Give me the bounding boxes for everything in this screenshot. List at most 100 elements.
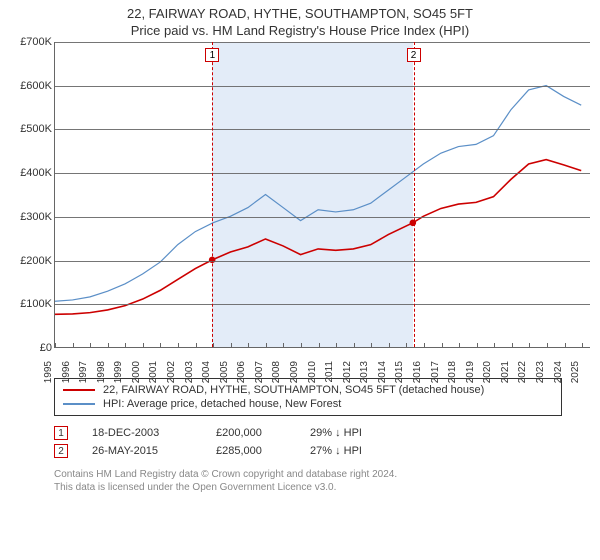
x-tick-label: 1999 xyxy=(113,361,124,383)
x-tick-mark xyxy=(266,343,267,347)
y-tick-label: £700K xyxy=(20,36,52,48)
x-tick-label: 2010 xyxy=(306,361,317,383)
gridline xyxy=(55,129,590,130)
x-tick-label: 2014 xyxy=(377,361,388,383)
x-tick-label: 2005 xyxy=(219,361,230,383)
x-tick-label: 2003 xyxy=(183,361,194,383)
legend-swatch xyxy=(63,403,95,405)
gridline xyxy=(55,261,590,262)
plot-area: 12 xyxy=(54,42,590,348)
x-tick-label: 1998 xyxy=(96,361,107,383)
x-tick-label: 2012 xyxy=(342,361,353,383)
x-tick-mark xyxy=(459,343,460,347)
y-tick-label: £300K xyxy=(20,211,52,223)
x-tick-mark xyxy=(178,343,179,347)
x-tick-label: 2011 xyxy=(324,361,335,383)
transaction-marker: 1 xyxy=(205,48,219,62)
y-tick-label: £100K xyxy=(20,298,52,310)
x-tick-mark xyxy=(582,343,583,347)
x-tick-label: 2004 xyxy=(201,361,212,383)
x-tick-mark xyxy=(301,343,302,347)
x-tick-label: 2020 xyxy=(482,361,493,383)
transaction-price: £285,000 xyxy=(216,445,286,457)
x-tick-label: 2017 xyxy=(429,361,440,383)
transaction-row: 1 18-DEC-2003 £200,000 29% ↓ HPI xyxy=(54,424,562,442)
x-tick-label: 2022 xyxy=(517,361,528,383)
x-tick-mark xyxy=(354,343,355,347)
x-tick-mark xyxy=(424,343,425,347)
footer: Contains HM Land Registry data © Crown c… xyxy=(54,468,562,494)
transaction-date: 26-MAY-2015 xyxy=(92,445,192,457)
x-tick-label: 2019 xyxy=(465,361,476,383)
x-tick-label: 2018 xyxy=(447,361,458,383)
transaction-delta: 27% ↓ HPI xyxy=(310,445,362,457)
x-tick-mark xyxy=(565,343,566,347)
x-tick-mark xyxy=(389,343,390,347)
transactions-table: 1 18-DEC-2003 £200,000 29% ↓ HPI 2 26-MAY-201… xyxy=(54,424,562,460)
x-tick-mark xyxy=(55,343,56,347)
legend: 22, FAIRWAY ROAD, HYTHE, SOUTHAMPTON, SO… xyxy=(54,378,562,416)
legend-label: 22, FAIRWAY ROAD, HYTHE, SOUTHAMPTON, SO… xyxy=(103,384,484,396)
x-tick-mark xyxy=(319,343,320,347)
y-tick-label: £200K xyxy=(20,255,52,267)
transaction-date: 18-DEC-2003 xyxy=(92,427,192,439)
transaction-marker: 2 xyxy=(407,48,421,62)
gridline xyxy=(55,42,590,43)
gridline xyxy=(55,173,590,174)
legend-swatch xyxy=(63,389,95,391)
transaction-marker: 2 xyxy=(54,444,68,458)
x-tick-mark xyxy=(442,343,443,347)
x-tick-mark xyxy=(512,343,513,347)
x-tick-mark xyxy=(406,343,407,347)
x-tick-label: 2000 xyxy=(131,361,142,383)
x-tick-label: 2009 xyxy=(289,361,300,383)
page-title: 22, FAIRWAY ROAD, HYTHE, SOUTHAMPTON, SO… xyxy=(0,6,600,21)
transaction-vline xyxy=(212,42,213,347)
x-tick-label: 2023 xyxy=(535,361,546,383)
x-tick-label: 2021 xyxy=(500,361,511,383)
y-tick-label: £600K xyxy=(20,80,52,92)
x-tick-label: 2002 xyxy=(166,361,177,383)
gridline xyxy=(55,217,590,218)
page-subtitle: Price paid vs. HM Land Registry's House … xyxy=(0,23,600,38)
transaction-price: £200,000 xyxy=(216,427,286,439)
x-tick-label: 2025 xyxy=(570,361,581,383)
x-axis: 1995199619971998199920002001200220032004… xyxy=(54,348,590,372)
x-tick-label: 2007 xyxy=(254,361,265,383)
gridline xyxy=(55,304,590,305)
x-tick-mark xyxy=(231,343,232,347)
x-tick-mark xyxy=(143,343,144,347)
x-tick-mark xyxy=(336,343,337,347)
x-tick-label: 2001 xyxy=(148,361,159,383)
x-tick-mark xyxy=(529,343,530,347)
x-tick-label: 2024 xyxy=(553,361,564,383)
x-tick-mark xyxy=(248,343,249,347)
x-tick-mark xyxy=(283,343,284,347)
footer-line: Contains HM Land Registry data © Crown c… xyxy=(54,468,562,481)
y-tick-label: £400K xyxy=(20,167,52,179)
x-tick-label: 2016 xyxy=(412,361,423,383)
x-tick-mark xyxy=(371,343,372,347)
legend-item: 22, FAIRWAY ROAD, HYTHE, SOUTHAMPTON, SO… xyxy=(63,383,553,397)
price-chart: £0£100K£200K£300K£400K£500K£600K£700K 12… xyxy=(10,42,590,372)
x-tick-label: 2013 xyxy=(359,361,370,383)
x-tick-label: 1997 xyxy=(78,361,89,383)
legend-item: HPI: Average price, detached house, New … xyxy=(63,397,553,411)
transaction-marker: 1 xyxy=(54,426,68,440)
x-tick-mark xyxy=(196,343,197,347)
x-tick-mark xyxy=(477,343,478,347)
y-tick-label: £0 xyxy=(40,342,52,354)
transaction-delta: 29% ↓ HPI xyxy=(310,427,362,439)
x-tick-mark xyxy=(160,343,161,347)
y-axis: £0£100K£200K£300K£400K£500K£600K£700K xyxy=(10,42,54,348)
x-tick-label: 2008 xyxy=(271,361,282,383)
shaded-region xyxy=(212,42,413,347)
x-tick-label: 2015 xyxy=(394,361,405,383)
x-tick-mark xyxy=(90,343,91,347)
x-tick-mark xyxy=(73,343,74,347)
footer-line: This data is licensed under the Open Gov… xyxy=(54,481,562,494)
x-tick-mark xyxy=(547,343,548,347)
x-tick-mark xyxy=(108,343,109,347)
x-tick-mark xyxy=(494,343,495,347)
x-tick-label: 1996 xyxy=(60,361,71,383)
